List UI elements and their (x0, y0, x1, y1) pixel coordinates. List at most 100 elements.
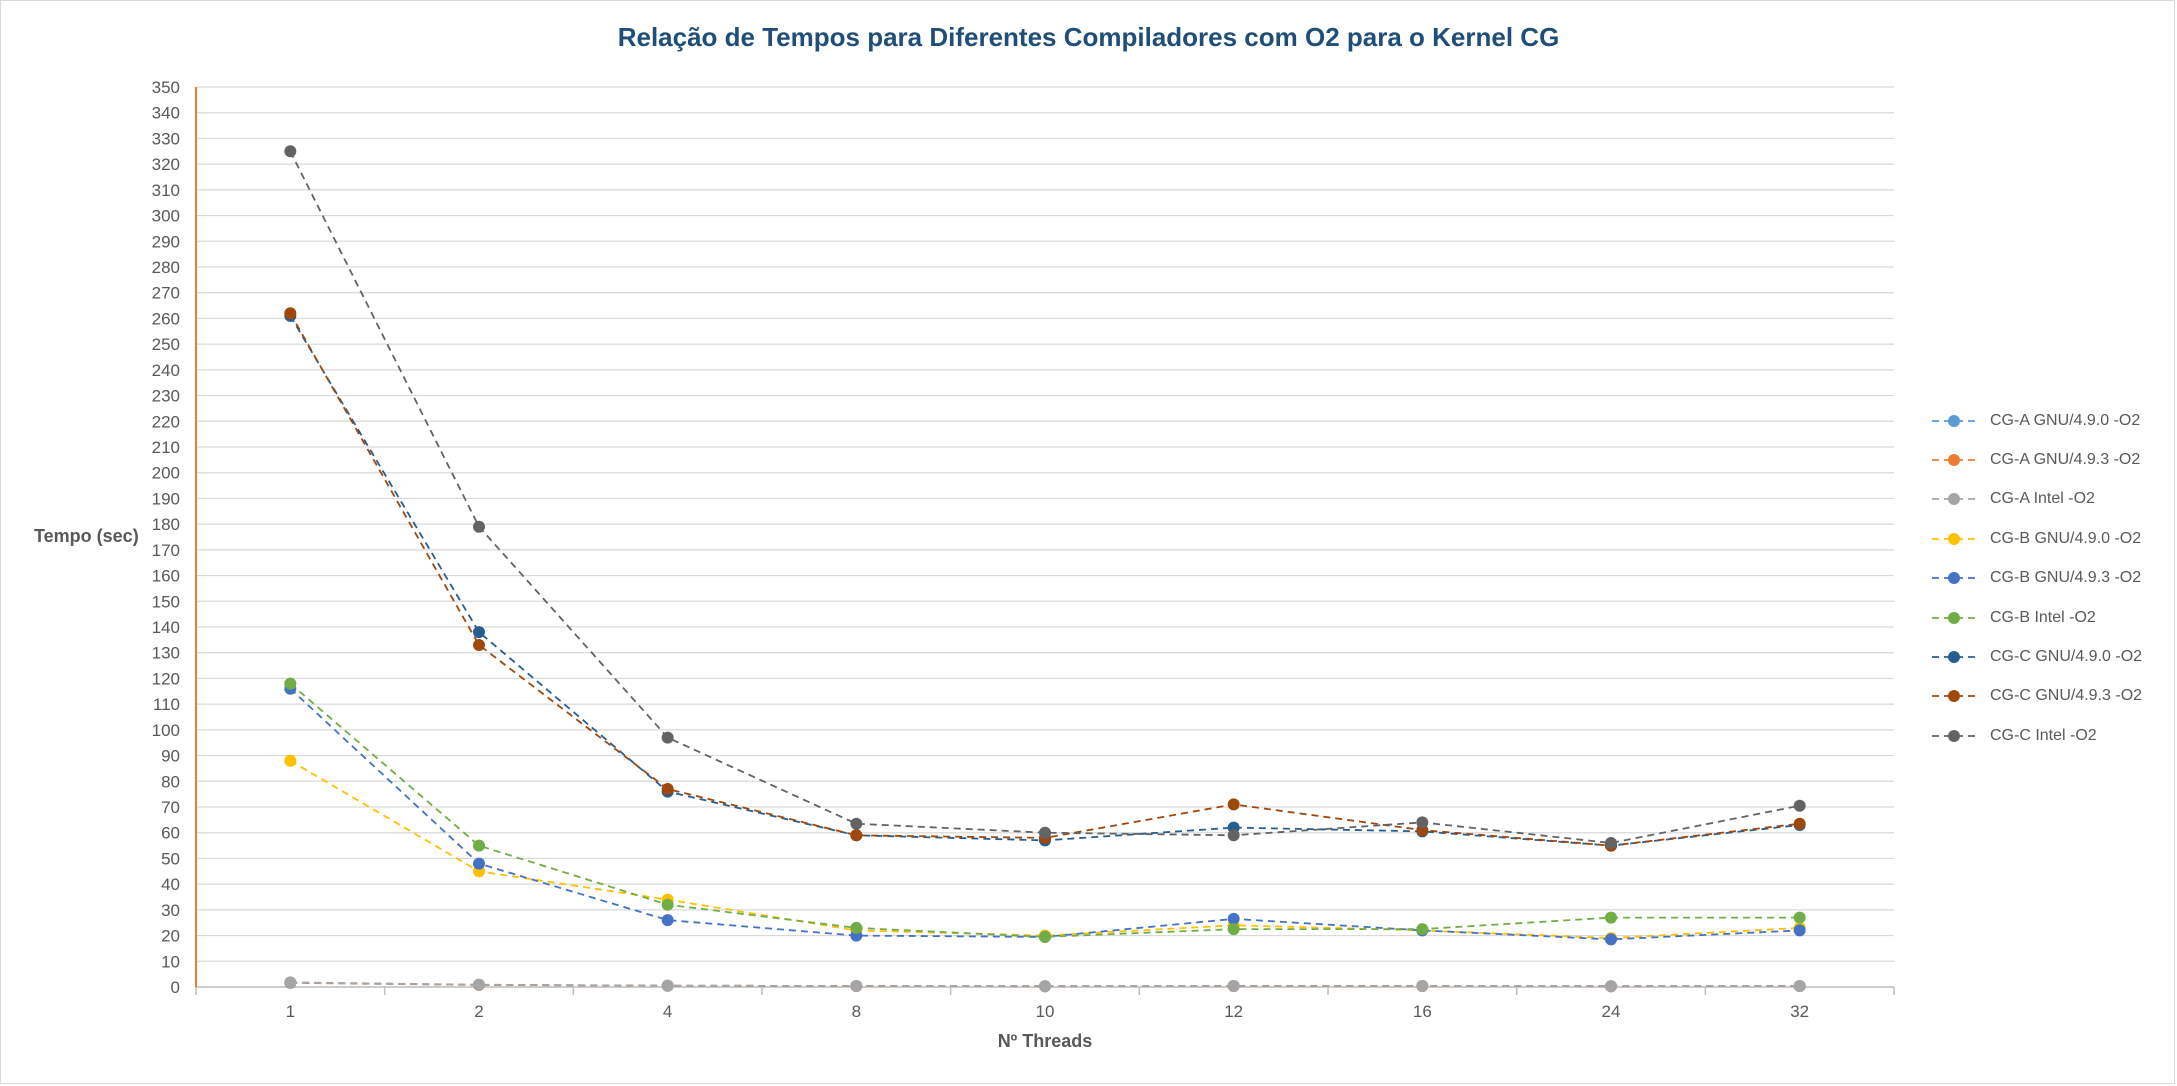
legend-label: CG-A Intel -O2 (1990, 490, 2095, 508)
y-tick-label: 190 (152, 489, 180, 508)
legend-label: CG-C GNU/4.9.3 -O2 (1990, 687, 2143, 705)
data-point (1039, 980, 1051, 993)
y-tick-label: 170 (152, 541, 180, 560)
series-9 (284, 145, 1806, 849)
data-point (1605, 911, 1617, 924)
y-tick-label: 90 (161, 747, 180, 766)
data-point (1416, 816, 1429, 829)
x-axis-label: Nº Threads (997, 1031, 1093, 1051)
y-tick-label: 330 (152, 129, 180, 148)
x-tick-label: 12 (1224, 1002, 1243, 1021)
data-point (1039, 930, 1051, 943)
series-7 (284, 309, 1806, 852)
gridlines (196, 86, 1894, 988)
data-point (661, 979, 674, 992)
data-point (850, 921, 863, 934)
legend-swatch (1932, 453, 1976, 467)
legend-item: CG-C GNU/4.9.3 -O2 (1932, 677, 2142, 716)
data-point (1227, 979, 1240, 992)
legend-swatch (1932, 492, 1976, 506)
y-tick-label: 50 (161, 849, 180, 868)
y-tick-label: 100 (152, 721, 180, 740)
y-tick-label: 270 (152, 284, 180, 303)
data-point (1793, 911, 1806, 924)
legend-swatch (1932, 650, 1976, 664)
legend-label: CG-C Intel -O2 (1990, 726, 2097, 744)
y-tick-label: 0 (171, 978, 180, 997)
x-tick-label: 10 (1036, 1002, 1055, 1021)
series-3 (284, 976, 1806, 993)
legend-swatch (1932, 611, 1976, 625)
series-group (284, 145, 1806, 993)
data-point (284, 754, 297, 767)
y-tick-label: 340 (152, 104, 180, 123)
x-tick-label: 4 (663, 1002, 672, 1021)
legend-item: CG-B GNU/4.9.3 -O2 (1932, 559, 2142, 598)
y-tick-label: 30 (161, 901, 180, 920)
data-point (1793, 979, 1806, 992)
y-tick-label: 230 (152, 387, 180, 406)
data-point (1605, 933, 1617, 946)
legend-label: CG-C GNU/4.9.0 -O2 (1990, 648, 2143, 666)
series-6 (284, 677, 1806, 943)
data-point (1039, 826, 1051, 839)
data-point (284, 677, 297, 690)
x-tick-label: 32 (1790, 1002, 1809, 1021)
data-point (661, 783, 674, 795)
y-tick-label: 200 (152, 464, 180, 483)
data-point (1416, 923, 1429, 936)
legend-swatch (1932, 729, 1976, 743)
data-point (284, 307, 297, 320)
data-point (1793, 799, 1806, 812)
data-point (850, 829, 863, 842)
data-point (473, 639, 485, 651)
legend: CG-A GNU/4.9.0 -O2 CG-A GNU/4.9.3 -O2 CG-A… (1932, 401, 2142, 756)
y-tick-label: 60 (161, 824, 180, 843)
y-tick-label: 140 (152, 618, 180, 637)
legend-item: CG-C Intel -O2 (1932, 716, 2142, 755)
data-point (473, 839, 485, 852)
data-point (1227, 923, 1240, 936)
y-tick-label: 320 (152, 155, 180, 174)
data-point (473, 857, 485, 870)
x-tick-label: 1 (286, 1002, 295, 1021)
y-tick-labels: 0 10 20 30 40 50 60 70 80 90 100 110 120 130 140 150 160… (152, 78, 180, 997)
y-tick-label: 20 (161, 927, 180, 946)
y-tick-label: 260 (152, 309, 180, 328)
data-point (1793, 817, 1806, 830)
y-tick-label: 280 (152, 258, 180, 277)
data-point (1227, 798, 1240, 811)
y-tick-label: 350 (152, 78, 180, 97)
legend-item: CG-B GNU/4.9.0 -O2 (1932, 519, 2142, 558)
x-tick-label: 2 (474, 1002, 483, 1021)
series-4 (284, 754, 1806, 945)
data-point (850, 979, 863, 992)
legend-swatch (1932, 532, 1976, 546)
y-tick-label: 300 (152, 207, 180, 226)
y-tick-label: 210 (152, 438, 180, 457)
x-tick-label: 8 (852, 1002, 861, 1021)
legend-item: CG-C GNU/4.9.0 -O2 (1932, 637, 2142, 676)
y-tick-label: 310 (152, 181, 180, 200)
y-axis-label: Tempo (sec) (34, 526, 139, 546)
data-point (1227, 912, 1240, 925)
series-line (289, 312, 1800, 847)
data-point (1605, 980, 1617, 993)
data-point (284, 976, 297, 989)
y-tick-label: 40 (161, 875, 180, 894)
data-point (1605, 837, 1617, 849)
x-tick-labels: 1 2 4 8 10 12 16 24 32 (286, 1002, 1810, 1021)
y-tick-label: 290 (152, 232, 180, 251)
legend-item: CG-B Intel -O2 (1932, 598, 2142, 637)
data-point (1416, 979, 1429, 992)
y-tick-label: 130 (152, 644, 180, 663)
y-tick-label: 250 (152, 335, 180, 354)
data-point (1793, 924, 1806, 937)
legend-label: CG-A GNU/4.9.0 -O2 (1990, 411, 2141, 429)
series-line (289, 150, 1800, 844)
series-line (289, 688, 1800, 941)
data-point (661, 898, 674, 911)
y-tick-label: 110 (153, 695, 180, 714)
data-point (661, 731, 674, 744)
